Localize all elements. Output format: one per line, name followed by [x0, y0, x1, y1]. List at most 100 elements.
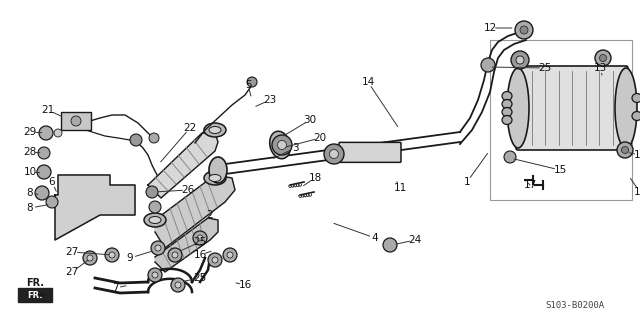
- Polygon shape: [148, 133, 218, 198]
- Text: 2: 2: [207, 210, 213, 220]
- Text: 17: 17: [524, 180, 536, 190]
- Text: 26: 26: [181, 185, 195, 195]
- Polygon shape: [155, 175, 235, 248]
- Ellipse shape: [209, 174, 221, 182]
- Circle shape: [130, 134, 142, 146]
- Text: 25: 25: [538, 63, 552, 73]
- Ellipse shape: [502, 108, 512, 116]
- Circle shape: [46, 196, 58, 208]
- Circle shape: [87, 255, 93, 261]
- Ellipse shape: [149, 217, 161, 224]
- Circle shape: [193, 231, 207, 245]
- Circle shape: [149, 133, 159, 143]
- FancyBboxPatch shape: [61, 112, 91, 130]
- Text: 16: 16: [238, 280, 252, 290]
- Polygon shape: [18, 288, 52, 302]
- Circle shape: [71, 116, 81, 126]
- Ellipse shape: [632, 112, 640, 121]
- Text: 27: 27: [65, 267, 79, 277]
- Circle shape: [511, 51, 529, 69]
- Text: 18: 18: [308, 173, 322, 183]
- Ellipse shape: [209, 127, 221, 133]
- Text: 20: 20: [314, 133, 326, 143]
- Text: 25: 25: [193, 237, 207, 247]
- Circle shape: [595, 50, 611, 66]
- Circle shape: [38, 147, 50, 159]
- Text: 22: 22: [184, 123, 196, 133]
- Circle shape: [600, 55, 607, 62]
- Polygon shape: [55, 175, 135, 240]
- Circle shape: [175, 282, 181, 288]
- Circle shape: [105, 248, 119, 262]
- Text: 23: 23: [264, 95, 276, 105]
- Circle shape: [109, 252, 115, 258]
- Circle shape: [223, 248, 237, 262]
- Ellipse shape: [502, 92, 512, 100]
- Circle shape: [146, 186, 158, 198]
- Ellipse shape: [275, 137, 285, 153]
- Ellipse shape: [507, 68, 529, 148]
- Circle shape: [212, 257, 218, 263]
- Text: 29: 29: [24, 127, 36, 137]
- Text: 4: 4: [372, 233, 378, 243]
- Text: 13: 13: [593, 63, 607, 73]
- Ellipse shape: [204, 123, 226, 137]
- Circle shape: [516, 56, 524, 64]
- Circle shape: [152, 272, 158, 278]
- Circle shape: [272, 135, 292, 155]
- Ellipse shape: [502, 100, 512, 108]
- Text: 6: 6: [49, 177, 55, 187]
- Text: 16: 16: [193, 250, 207, 260]
- Circle shape: [383, 238, 397, 252]
- Text: 1: 1: [464, 177, 470, 187]
- Ellipse shape: [615, 68, 637, 148]
- Circle shape: [617, 142, 633, 158]
- Text: 8: 8: [27, 188, 33, 198]
- Circle shape: [515, 21, 533, 39]
- Circle shape: [621, 146, 628, 153]
- Circle shape: [148, 268, 162, 282]
- Circle shape: [247, 77, 257, 87]
- Ellipse shape: [144, 213, 166, 227]
- Text: FR.: FR.: [28, 291, 43, 300]
- Circle shape: [83, 251, 97, 265]
- Text: 28: 28: [24, 147, 36, 157]
- Circle shape: [227, 252, 233, 258]
- FancyBboxPatch shape: [516, 66, 628, 150]
- Circle shape: [278, 140, 287, 150]
- Text: FR.: FR.: [26, 278, 44, 288]
- Text: 15: 15: [554, 165, 566, 175]
- Text: 25: 25: [193, 273, 207, 283]
- Circle shape: [35, 186, 49, 200]
- Text: 21: 21: [42, 105, 54, 115]
- Circle shape: [324, 144, 344, 164]
- Text: 7: 7: [112, 283, 118, 293]
- Text: 27: 27: [65, 247, 79, 257]
- Circle shape: [171, 278, 185, 292]
- Circle shape: [208, 253, 222, 267]
- Circle shape: [197, 235, 203, 241]
- Text: 12: 12: [483, 23, 497, 33]
- Ellipse shape: [209, 157, 227, 183]
- Text: 19: 19: [634, 187, 640, 197]
- Text: 24: 24: [408, 235, 422, 245]
- Text: S103-B0200A: S103-B0200A: [545, 300, 605, 309]
- Text: 10: 10: [24, 167, 36, 177]
- Circle shape: [330, 150, 339, 159]
- Circle shape: [149, 201, 161, 213]
- Circle shape: [172, 252, 178, 258]
- FancyBboxPatch shape: [339, 142, 401, 162]
- Circle shape: [54, 129, 62, 137]
- Text: 5: 5: [244, 80, 252, 90]
- Circle shape: [520, 26, 528, 34]
- Text: 14: 14: [362, 77, 374, 87]
- Text: 9: 9: [127, 253, 133, 263]
- Text: 13: 13: [634, 150, 640, 160]
- Text: 11: 11: [394, 183, 406, 193]
- Circle shape: [481, 58, 495, 72]
- Circle shape: [504, 151, 516, 163]
- Circle shape: [168, 248, 182, 262]
- Ellipse shape: [204, 171, 226, 185]
- Circle shape: [151, 241, 165, 255]
- Polygon shape: [155, 218, 218, 272]
